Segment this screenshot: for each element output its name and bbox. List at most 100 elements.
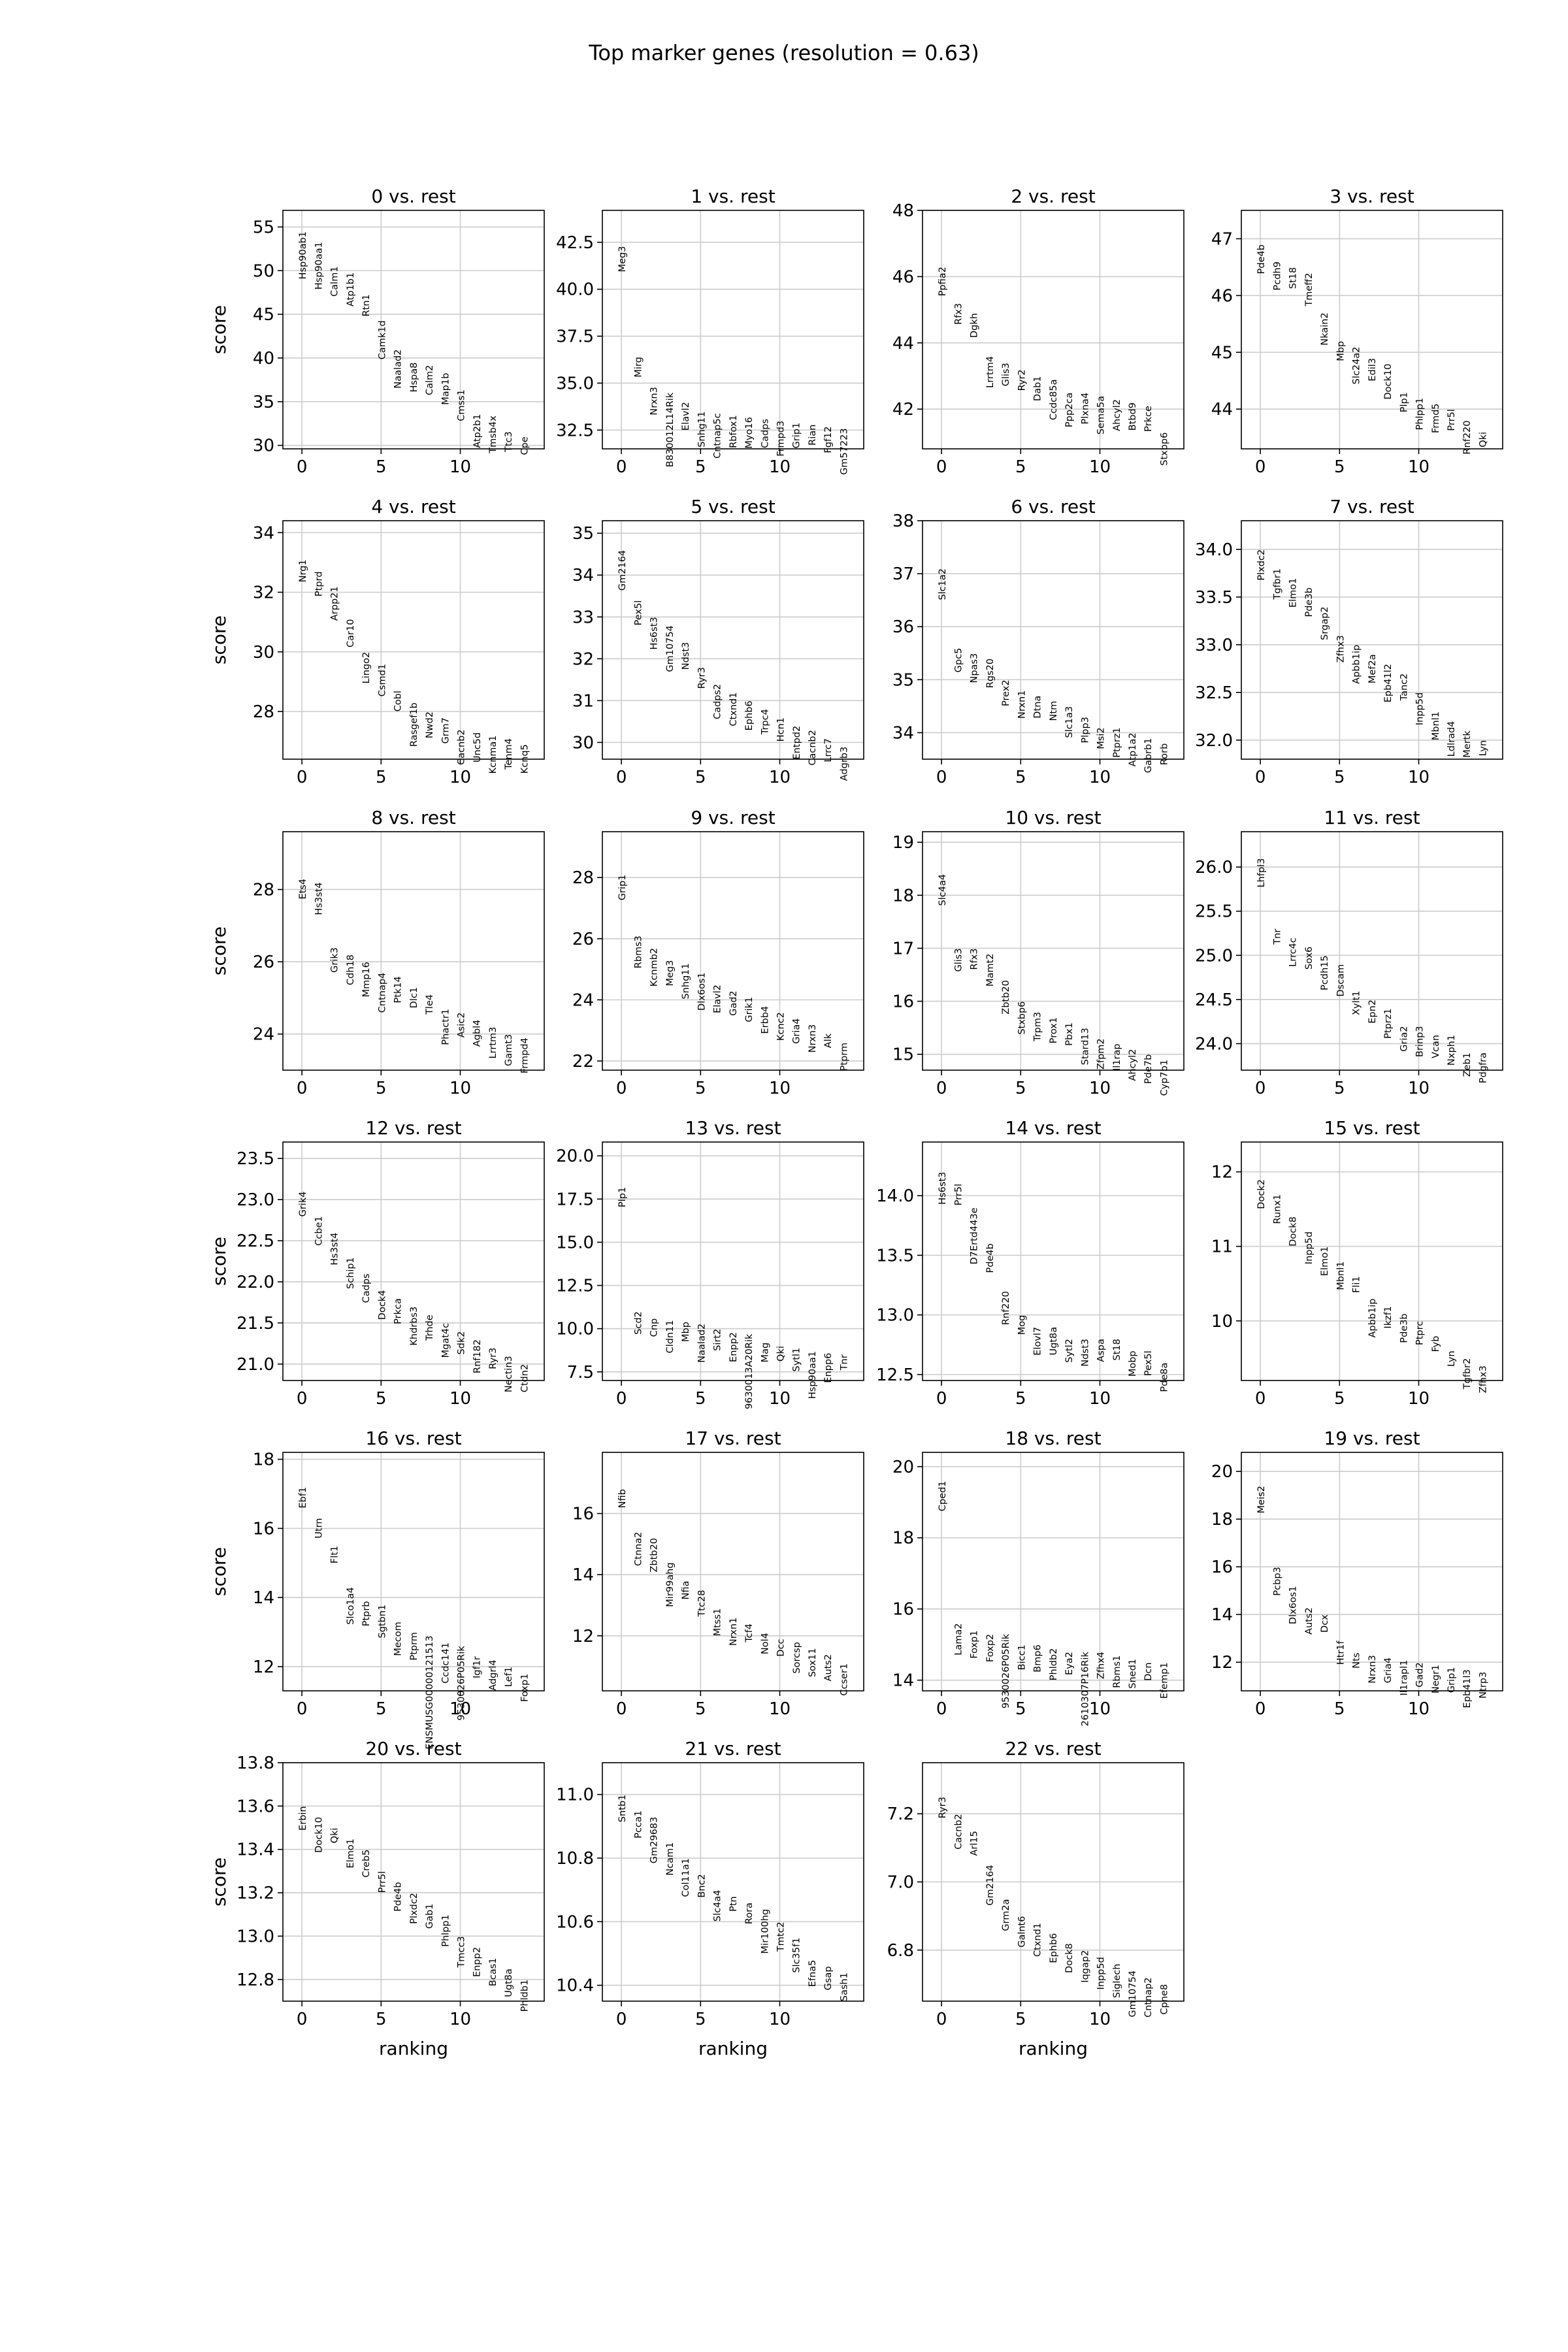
gene-label: Slco1a4 bbox=[346, 1587, 356, 1624]
y-tick-label: 18 bbox=[892, 1529, 914, 1548]
x-tick-label: 10 bbox=[1408, 1389, 1429, 1409]
gene-label: Erbb4 bbox=[760, 1006, 770, 1034]
gene-label: Dlc1 bbox=[409, 987, 419, 1008]
gene-label: Ttc3 bbox=[504, 431, 514, 453]
y-tick-label: 18 bbox=[892, 886, 914, 906]
gene-label: Pde4b bbox=[985, 1243, 996, 1273]
panel-frame bbox=[602, 520, 864, 760]
gene-label: Mirg bbox=[633, 357, 644, 377]
gene-label: Nrxn3 bbox=[808, 1024, 818, 1053]
y-tick-label: 16 bbox=[1211, 1558, 1233, 1577]
gene-label: Gria2 bbox=[1399, 1026, 1409, 1051]
x-axis-label: ranking bbox=[698, 2038, 768, 2059]
gene-label: Hs6st3 bbox=[938, 1172, 948, 1205]
gene-label: Lingo2 bbox=[361, 652, 372, 684]
gene-label: Zfpm2 bbox=[1096, 1038, 1107, 1070]
panel-title: 6 vs. rest bbox=[1011, 496, 1095, 517]
gene-label: Hsp90ab1 bbox=[298, 231, 308, 279]
panel-20: 0 5 10 12.8 13.0 13.2 13.4 13.6 13.8 20 vs. rest s… bbox=[208, 1738, 545, 2059]
y-tick-label: 12 bbox=[253, 1658, 274, 1677]
y-tick-label: 32.5 bbox=[556, 421, 594, 440]
gene-label: Tnr bbox=[1272, 929, 1282, 945]
gene-label: Efna5 bbox=[808, 1960, 818, 1987]
gene-label: Schip1 bbox=[346, 1257, 356, 1289]
gene-label: Epb41l2 bbox=[1383, 664, 1394, 702]
gene-label: Cntnap2 bbox=[1143, 1978, 1154, 2018]
y-tick-label: 38 bbox=[892, 512, 914, 531]
gene-label: Zfhx4 bbox=[1096, 1652, 1107, 1679]
gene-label: Alk bbox=[823, 1033, 834, 1048]
y-axis-label: score bbox=[208, 1237, 230, 1286]
x-tick-label: 5 bbox=[1334, 1389, 1345, 1409]
panel-title: 11 vs. rest bbox=[1324, 807, 1420, 828]
y-tick-label: 35.0 bbox=[556, 374, 594, 393]
gene-label: Igf1r bbox=[472, 1656, 483, 1678]
y-tick-label: 25.0 bbox=[1195, 946, 1233, 966]
gene-label: Ldlrad4 bbox=[1446, 721, 1457, 757]
panel-4: 0 5 10 28 30 32 34 4 vs. rest score Nrg1 Ptprd Arpp… bbox=[208, 496, 545, 787]
gene-label: Ncam1 bbox=[665, 1842, 676, 1876]
x-axis-label: ranking bbox=[1019, 2038, 1088, 2059]
gene-label: Runx1 bbox=[1272, 1194, 1282, 1224]
gene-label: Mgat4c bbox=[440, 1323, 451, 1358]
y-tick-label: 20.0 bbox=[556, 1147, 594, 1166]
panel-1: 0 5 10 32.5 35.0 37.5 40.0 42.5 1 vs. rest Meg3 Mi… bbox=[556, 186, 864, 477]
gene-label: Foxp1 bbox=[519, 1674, 530, 1702]
x-tick-label: 0 bbox=[297, 1079, 308, 1098]
panel-0: 0 5 10 30 35 40 45 50 55 0 vs. rest score Hsp90ab1 H… bbox=[208, 186, 545, 477]
y-tick-label: 18 bbox=[1211, 1510, 1233, 1529]
gene-label: Gm2164 bbox=[617, 550, 628, 591]
gene-label: Cadps2 bbox=[713, 684, 723, 719]
gene-label: Rian bbox=[808, 425, 818, 446]
panel-frame bbox=[602, 1762, 864, 2002]
gene-label: Gpc5 bbox=[953, 648, 964, 673]
gene-label: Lef1 bbox=[504, 1667, 514, 1687]
gene-label: Sgtbn1 bbox=[377, 1605, 387, 1639]
gene-label: Gamt3 bbox=[504, 1034, 514, 1066]
gene-label: Grip1 bbox=[617, 875, 628, 901]
gene-label: Mbnl1 bbox=[1335, 1262, 1346, 1290]
x-tick-label: 5 bbox=[695, 457, 706, 477]
x-tick-label: 0 bbox=[936, 1389, 947, 1409]
gene-label: Ccdc141 bbox=[440, 1642, 451, 1684]
gene-label: Slc4a4 bbox=[938, 874, 948, 906]
x-tick-label: 5 bbox=[1015, 768, 1026, 787]
y-tick-label: 35 bbox=[253, 393, 274, 412]
gene-label: Bcas1 bbox=[488, 1958, 498, 1987]
gene-label: Mbp bbox=[1335, 341, 1346, 361]
gene-label: Nectin3 bbox=[504, 1356, 514, 1392]
gene-label: Slc24a2 bbox=[1352, 347, 1362, 385]
y-tick-label: 32 bbox=[253, 583, 274, 603]
gene-label: Ptprz1 bbox=[1112, 727, 1122, 757]
gene-label: Naalad2 bbox=[393, 350, 404, 389]
gene-label: Cadps bbox=[760, 419, 770, 448]
x-tick-label: 10 bbox=[449, 457, 471, 477]
gene-label: Gabrb1 bbox=[1143, 738, 1154, 774]
y-tick-label: 10.0 bbox=[556, 1320, 594, 1339]
gene-label: Erbin bbox=[298, 1806, 308, 1831]
gene-label: Phldb1 bbox=[519, 1980, 530, 2012]
x-tick-label: 0 bbox=[297, 768, 308, 787]
y-tick-label: 12.5 bbox=[876, 1365, 914, 1385]
gene-label: Ndst3 bbox=[681, 642, 691, 670]
panel-frame bbox=[922, 210, 1184, 449]
gene-label: Vcan bbox=[1431, 1035, 1441, 1058]
gene-label: Fli1 bbox=[1352, 1276, 1362, 1293]
gene-label: Naalad2 bbox=[696, 1324, 707, 1363]
gene-label: Elavl2 bbox=[681, 402, 691, 431]
x-tick-label: 5 bbox=[1015, 1079, 1026, 1098]
gene-label: Rbfox1 bbox=[728, 415, 739, 448]
gene-label: Nrxn1 bbox=[1017, 691, 1027, 719]
x-tick-label: 0 bbox=[616, 1699, 627, 1719]
panel-22: 0 5 10 6.8 7.0 7.2 22 vs. rest ranking Ryr3 Cacnb… bbox=[887, 1738, 1184, 2059]
gene-label: Arpp21 bbox=[330, 586, 340, 621]
gene-label: Zbtb20 bbox=[649, 1538, 660, 1572]
gene-label: Lama2 bbox=[953, 1623, 964, 1655]
x-tick-label: 5 bbox=[1334, 768, 1345, 787]
gene-label: Inpp5d bbox=[1304, 1232, 1315, 1264]
panel-title: 9 vs. rest bbox=[691, 807, 775, 828]
panel-frame bbox=[282, 1762, 545, 2002]
gene-label: Nts bbox=[1352, 1653, 1362, 1669]
gene-label: Ccbe1 bbox=[314, 1216, 324, 1245]
